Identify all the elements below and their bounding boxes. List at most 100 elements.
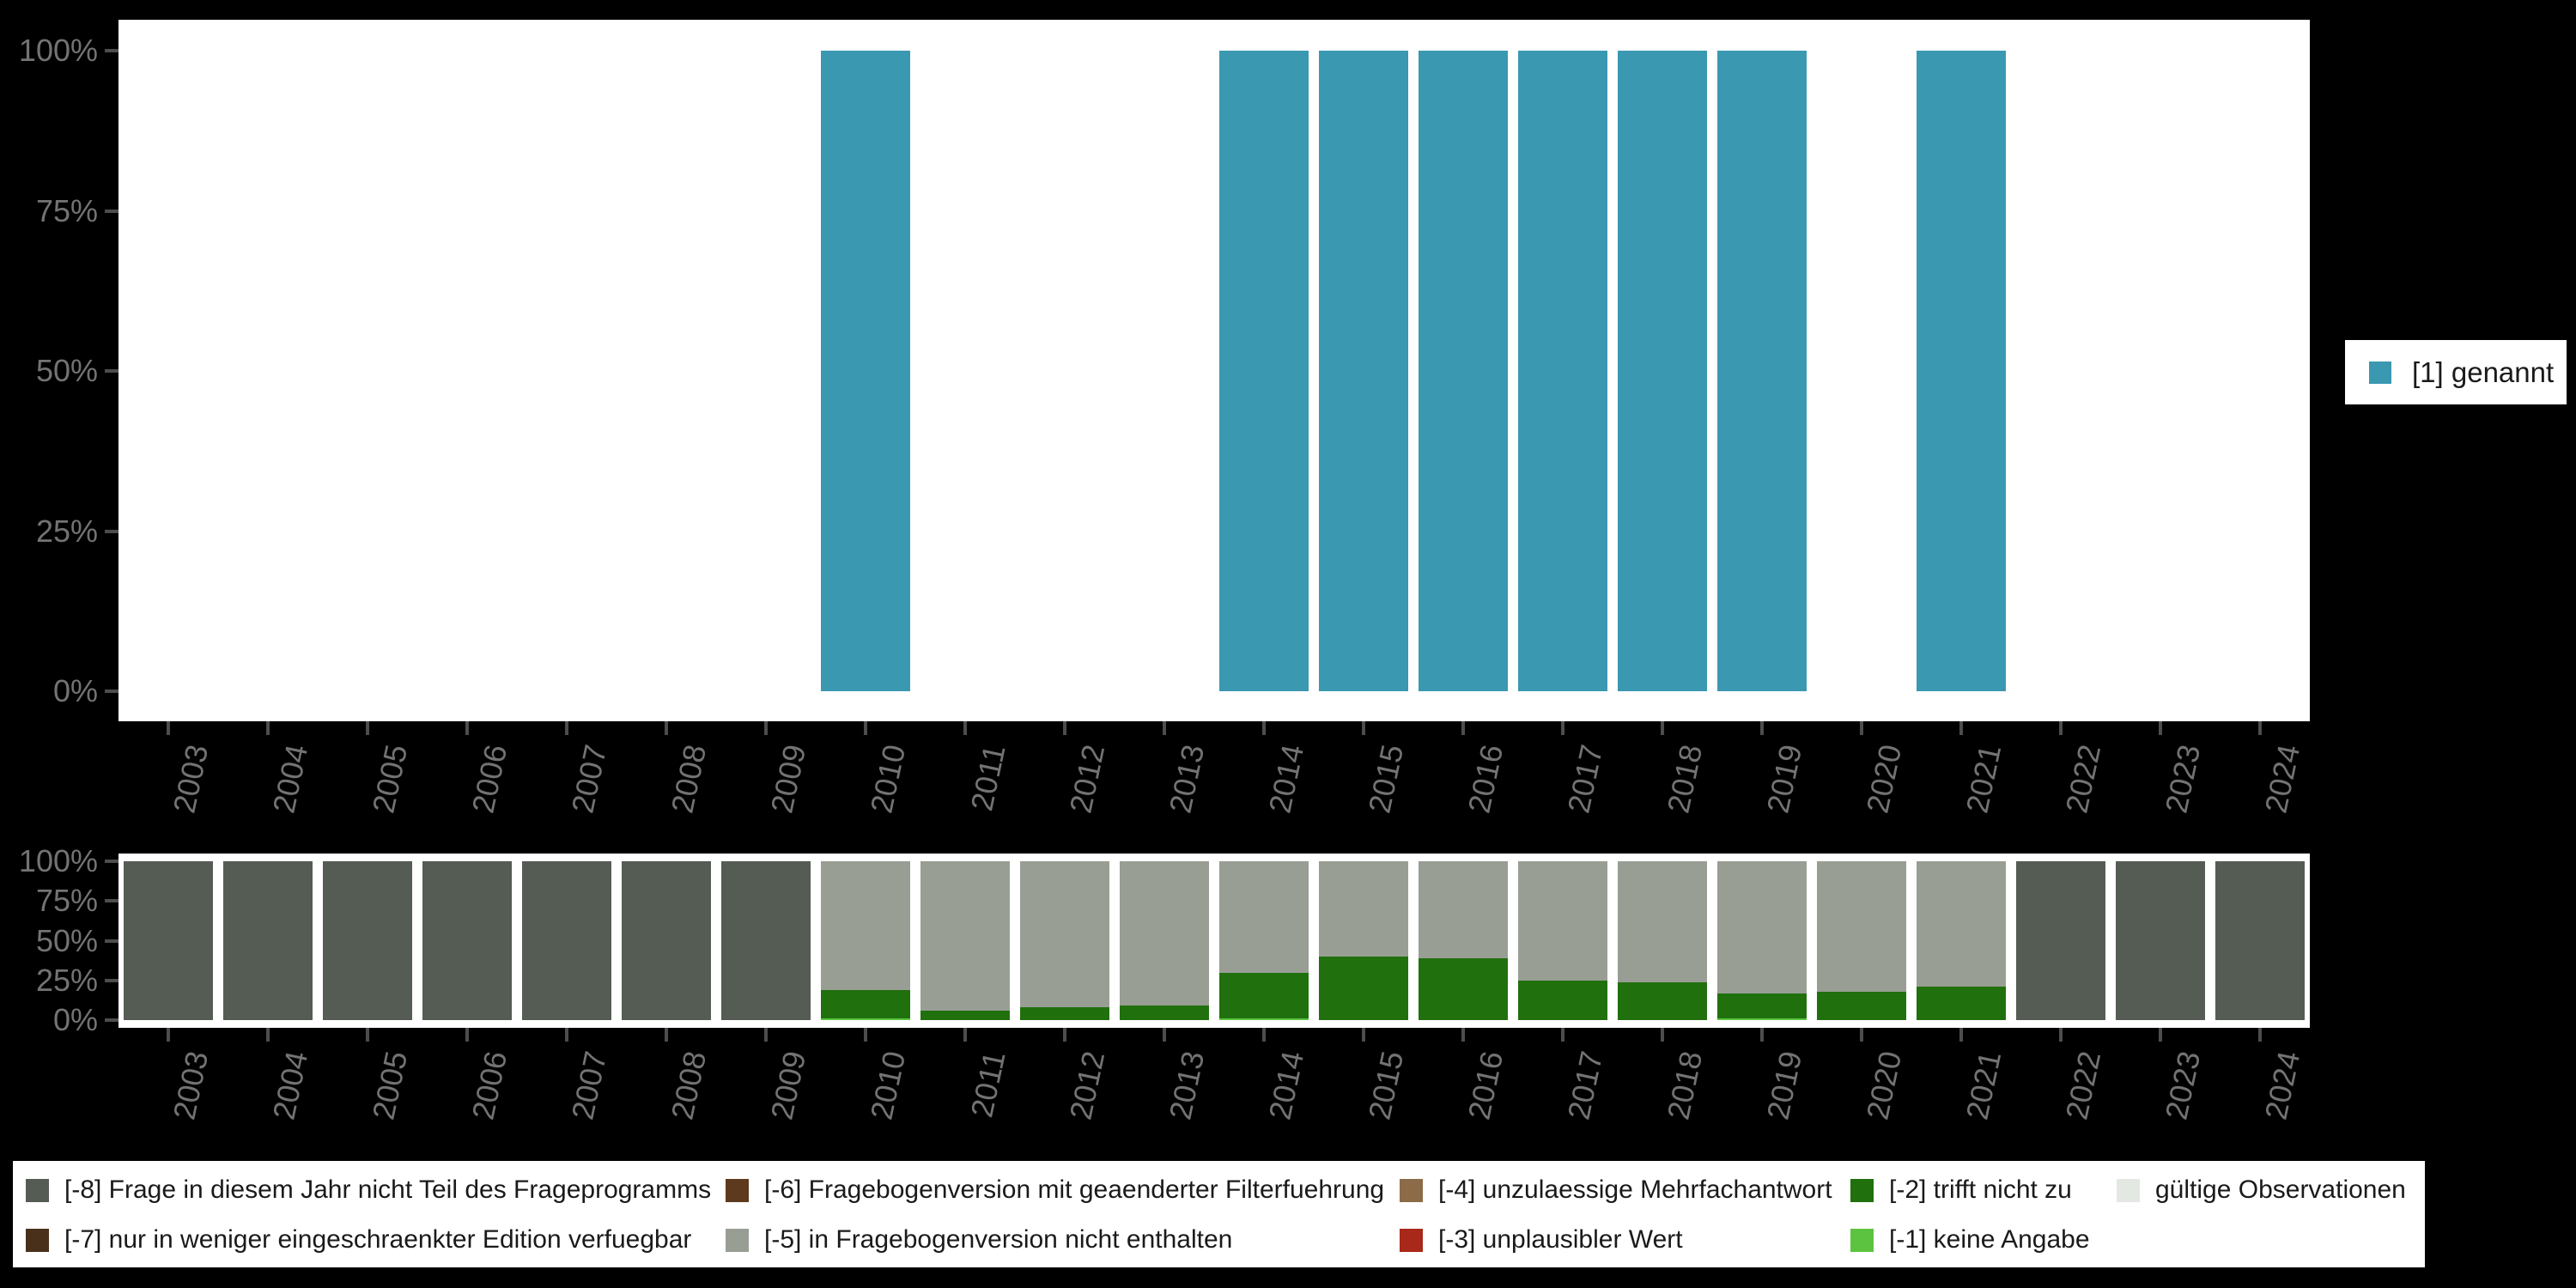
x-axis-tick bbox=[963, 1028, 967, 1042]
x-axis-tick bbox=[1163, 721, 1166, 735]
bottom-segment-2019--5 bbox=[1717, 861, 1807, 993]
x-axis-year-label: 2021 bbox=[1959, 1048, 2008, 1123]
x-axis-tick bbox=[1959, 721, 1963, 735]
bottom-segment-2004--8 bbox=[223, 861, 313, 1020]
y-axis-tick-label: 0% bbox=[52, 1002, 98, 1037]
x-axis-tick bbox=[266, 1028, 270, 1042]
x-axis-year-label: 2013 bbox=[1162, 741, 1212, 817]
x-axis-year-label: 2006 bbox=[465, 1048, 514, 1123]
x-axis-tick bbox=[1760, 1028, 1764, 1042]
y-axis-tick-label: 75% bbox=[35, 883, 98, 919]
x-axis-year-label: 2023 bbox=[2158, 741, 2208, 817]
y-axis-tick bbox=[105, 1018, 118, 1022]
x-axis-year-label: 2021 bbox=[1959, 741, 2008, 817]
x-axis-tick bbox=[963, 721, 967, 735]
x-axis-tick bbox=[2258, 721, 2262, 735]
x-axis-tick bbox=[864, 1028, 867, 1042]
legend-swatch-valid bbox=[2117, 1179, 2140, 1202]
bottom-segment-2011--2 bbox=[920, 1010, 1010, 1020]
top-bar-2010 bbox=[821, 51, 910, 691]
x-axis-year-label: 2010 bbox=[863, 1048, 913, 1123]
x-axis-tick bbox=[1860, 1028, 1863, 1042]
bottom-segment-2013--2 bbox=[1120, 1005, 1209, 1020]
bottom-segment-2014--5 bbox=[1219, 861, 1309, 973]
bottom-segment-2003--8 bbox=[124, 861, 213, 1020]
y-axis-tick bbox=[105, 369, 118, 373]
y-axis-tick bbox=[105, 690, 118, 693]
x-axis-tick bbox=[764, 721, 768, 735]
x-axis-year-label: 2009 bbox=[763, 741, 813, 817]
top-bar-2018 bbox=[1618, 51, 1707, 691]
x-axis-year-label: 2004 bbox=[265, 741, 315, 817]
y-axis-tick bbox=[105, 860, 118, 863]
x-axis-year-label: 2011 bbox=[963, 1048, 1012, 1121]
legend-label: gültige Observationen bbox=[2155, 1176, 2406, 1204]
y-axis-tick-label: 75% bbox=[35, 192, 98, 228]
bottom-segment-2018--5 bbox=[1618, 861, 1707, 982]
x-axis-tick bbox=[864, 721, 867, 735]
y-axis-tick bbox=[105, 939, 118, 943]
x-axis-tick bbox=[167, 1028, 170, 1042]
legend-label: [-8] Frage in diesem Jahr nicht Teil des… bbox=[64, 1176, 712, 1204]
legend-swatch--4 bbox=[1400, 1179, 1423, 1202]
y-axis-tick-label: 25% bbox=[35, 962, 98, 998]
top-bar-2014 bbox=[1219, 51, 1309, 691]
bottom-segment-2017--5 bbox=[1518, 861, 1607, 981]
bottom-segment-2016--2 bbox=[1419, 957, 1508, 1020]
bottom-segment-2006--8 bbox=[422, 861, 512, 1020]
x-axis-tick bbox=[1163, 1028, 1166, 1042]
x-axis-year-label: 2013 bbox=[1162, 1048, 1212, 1123]
bottom-segment-2011--5 bbox=[920, 861, 1010, 1011]
bottom-segment-2013--5 bbox=[1120, 861, 1209, 1006]
x-axis-tick bbox=[764, 1028, 768, 1042]
y-axis-tick-label: 100% bbox=[18, 843, 98, 878]
bottom-segment-2024--8 bbox=[2215, 861, 2305, 1020]
legend-swatch--1 bbox=[1850, 1229, 1874, 1252]
x-axis-year-label: 2012 bbox=[1062, 1048, 1112, 1123]
x-axis-tick bbox=[366, 1028, 369, 1042]
y-axis-tick bbox=[105, 978, 118, 982]
x-axis-year-label: 2020 bbox=[1859, 1048, 1909, 1123]
legend-label: [-4] unzulaessige Mehrfachantwort bbox=[1438, 1176, 1832, 1204]
y-axis-tick bbox=[105, 209, 118, 213]
y-axis-tick-label: 0% bbox=[52, 673, 98, 708]
legend-label: [-1] keine Angabe bbox=[1889, 1225, 2090, 1254]
bottom-segment-2021--5 bbox=[1917, 861, 2006, 987]
top-chart-legend: [1] genannt bbox=[2345, 340, 2567, 404]
x-axis-year-label: 2015 bbox=[1361, 741, 1411, 817]
legend-swatch--3 bbox=[1400, 1229, 1423, 1252]
x-axis-year-label: 2016 bbox=[1461, 741, 1510, 817]
x-axis-tick bbox=[1362, 1028, 1365, 1042]
x-axis-year-label: 2015 bbox=[1361, 1048, 1411, 1123]
x-axis-tick bbox=[465, 1028, 469, 1042]
legend-label: [-3] unplausibler Wert bbox=[1438, 1225, 1683, 1254]
bottom-segment-2012--5 bbox=[1020, 861, 1109, 1008]
bottom-segment-2016--5 bbox=[1419, 861, 1508, 958]
x-axis-year-label: 2008 bbox=[664, 741, 714, 817]
x-axis-tick bbox=[2159, 1028, 2162, 1042]
legend-swatch--2 bbox=[1850, 1179, 1874, 1202]
bottom-segment-2020--2 bbox=[1817, 991, 1906, 1020]
x-axis-year-label: 2007 bbox=[564, 1048, 614, 1123]
x-axis-tick bbox=[2059, 1028, 2063, 1042]
legend-swatch-genannt bbox=[2369, 361, 2391, 384]
x-axis-tick bbox=[1661, 721, 1664, 735]
legend-swatch--5 bbox=[726, 1229, 749, 1252]
x-axis-tick bbox=[665, 721, 668, 735]
y-axis-tick-label: 25% bbox=[35, 513, 98, 549]
top-bar-2016 bbox=[1419, 51, 1508, 691]
x-axis-year-label: 2011 bbox=[963, 741, 1012, 814]
top-bar-2015 bbox=[1319, 51, 1408, 691]
x-axis-tick bbox=[167, 721, 170, 735]
bottom-segment-2010--1 bbox=[821, 1018, 910, 1020]
legend-swatch--6 bbox=[726, 1179, 749, 1202]
x-axis-tick bbox=[266, 721, 270, 735]
y-axis-tick bbox=[105, 529, 118, 533]
x-axis-year-label: 2014 bbox=[1261, 741, 1311, 817]
bottom-segment-2020--5 bbox=[1817, 861, 1906, 992]
x-axis-year-label: 2023 bbox=[2158, 1048, 2208, 1123]
x-axis-tick bbox=[1461, 721, 1465, 735]
x-axis-year-label: 2018 bbox=[1660, 741, 1710, 817]
legend-label: [-5] in Fragebogenversion nicht enthalte… bbox=[764, 1225, 1233, 1254]
